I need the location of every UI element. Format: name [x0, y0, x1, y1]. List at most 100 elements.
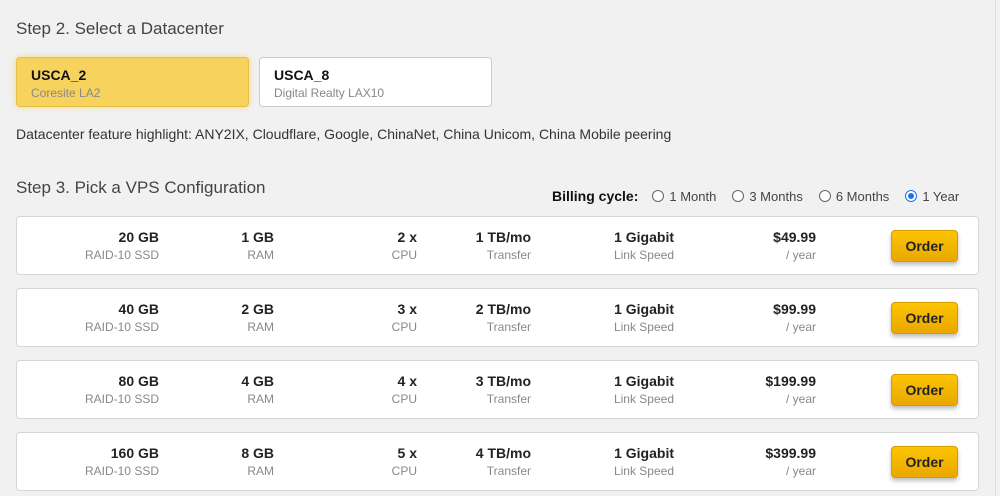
price-value: $49.99: [773, 229, 816, 245]
cpu-value: 4 x: [397, 373, 417, 389]
option-label: 6 Months: [835, 188, 890, 204]
transfer-label: Transfer: [486, 392, 531, 406]
storage-value: 80 GB: [118, 373, 159, 389]
price-value: $199.99: [765, 373, 816, 389]
plan-cpu: 3 x CPU: [392, 301, 417, 334]
step2-title: Step 2. Select a Datacenter: [16, 19, 224, 38]
storage-value: 40 GB: [118, 301, 159, 317]
price-label: / year: [785, 392, 816, 406]
price-label: / year: [785, 320, 816, 334]
plan-transfer: 2 TB/mo Transfer: [476, 301, 531, 334]
ram-value: 2 GB: [241, 301, 274, 317]
plan-row: 80 GB RAID-10 SSD 4 GB RAM 4 x CPU 3 TB/mo Tran…: [16, 360, 979, 419]
plan-link: 1 Gigabit Link Speed: [614, 229, 674, 262]
ram-label: RAM: [247, 320, 274, 334]
billing-1-year[interactable]: 1 Year: [905, 189, 959, 204]
plan-ram: 1 GB RAM: [241, 229, 274, 262]
plan-price: $199.99 / year: [765, 373, 816, 406]
link-label: Link Speed: [613, 464, 674, 478]
storage-label: RAID-10 SSD: [84, 392, 159, 406]
plan-storage: 160 GB RAID-10 SSD: [85, 445, 159, 478]
order-button[interactable]: Order: [891, 302, 958, 334]
plan-ram: 2 GB RAM: [241, 301, 274, 334]
transfer-value: 3 TB/mo: [475, 373, 531, 389]
storage-value: 160 GB: [110, 445, 159, 461]
storage-label: RAID-10 SSD: [84, 248, 159, 262]
link-value: 1 Gigabit: [614, 445, 674, 461]
ram-value: 1 GB: [241, 229, 274, 245]
datacenter-name: Coresite LA2: [31, 86, 101, 100]
option-label: 1 Month: [669, 188, 717, 204]
plan-storage: 80 GB RAID-10 SSD: [85, 373, 159, 406]
datacenter-code: USCA_2: [31, 67, 87, 83]
billing-1-month[interactable]: 1 Month: [652, 189, 716, 204]
plan-price: $399.99 / year: [765, 445, 816, 478]
cpu-value: 2 x: [397, 229, 417, 245]
plan-cpu: 4 x CPU: [392, 373, 417, 406]
radio-icon[interactable]: [818, 190, 831, 202]
price-label: / year: [785, 464, 816, 478]
plan-ram: 8 GB RAM: [241, 445, 274, 478]
datacenter-usca2[interactable]: USCA_2 Coresite LA2: [16, 57, 249, 107]
plan-transfer: 4 TB/mo Transfer: [476, 445, 531, 478]
option-label: 1 Year: [922, 188, 960, 204]
plan-row: 160 GB RAID-10 SSD 8 GB RAM 5 x CPU 4 TB/mo Tra…: [16, 432, 979, 491]
plan-link: 1 Gigabit Link Speed: [614, 373, 674, 406]
cpu-label: CPU: [391, 320, 417, 334]
plan-link: 1 Gigabit Link Speed: [614, 301, 674, 334]
order-button[interactable]: Order: [891, 230, 958, 262]
datacenter-name: Digital Realty LAX10: [274, 86, 385, 100]
storage-value: 20 GB: [118, 229, 159, 245]
order-button[interactable]: Order: [891, 374, 958, 406]
plan-price: $49.99 / year: [773, 229, 816, 262]
price-value: $399.99: [765, 445, 816, 461]
plan-link: 1 Gigabit Link Speed: [614, 445, 674, 478]
datacenter-usca8[interactable]: USCA_8 Digital Realty LAX10: [259, 57, 492, 107]
plan-transfer: 1 TB/mo Transfer: [476, 229, 531, 262]
link-value: 1 Gigabit: [614, 229, 674, 245]
option-label: 3 Months: [749, 188, 803, 204]
transfer-value: 4 TB/mo: [475, 445, 531, 461]
link-label: Link Speed: [613, 320, 674, 334]
plan-storage: 40 GB RAID-10 SSD: [85, 301, 159, 334]
cpu-label: CPU: [391, 464, 417, 478]
plan-transfer: 3 TB/mo Transfer: [476, 373, 531, 406]
billing-cycle: Billing cycle: 1 Month 3 Months 6 Months…: [552, 188, 975, 204]
datacenter-code: USCA_8: [274, 67, 330, 83]
ram-label: RAM: [247, 248, 274, 262]
ram-label: RAM: [247, 464, 274, 478]
billing-3-months[interactable]: 3 Months: [732, 188, 803, 204]
transfer-label: Transfer: [486, 464, 531, 478]
plan-cpu: 2 x CPU: [392, 229, 417, 262]
price-value: $99.99: [773, 301, 816, 317]
radio-icon[interactable]: [732, 190, 745, 202]
plan-row: 20 GB RAID-10 SSD 1 GB RAM 2 x CPU 1 TB/mo Tran…: [16, 216, 979, 275]
storage-label: RAID-10 SSD: [84, 320, 159, 334]
datacenter-feature: Datacenter feature highlight: ANY2IX, Cl…: [16, 126, 672, 142]
step3-title: Step 3. Pick a VPS Configuration: [16, 178, 266, 197]
ram-value: 4 GB: [241, 373, 274, 389]
link-label: Link Speed: [613, 248, 674, 262]
transfer-label: Transfer: [486, 248, 531, 262]
billing-label: Billing cycle:: [552, 188, 639, 204]
link-value: 1 Gigabit: [614, 301, 674, 317]
plan-row: 40 GB RAID-10 SSD 2 GB RAM 3 x CPU 2 TB/mo Tran…: [16, 288, 979, 347]
cpu-value: 3 x: [397, 301, 417, 317]
transfer-value: 2 TB/mo: [475, 301, 531, 317]
billing-6-months[interactable]: 6 Months: [818, 188, 890, 204]
ram-value: 8 GB: [241, 445, 274, 461]
cpu-label: CPU: [391, 248, 417, 262]
radio-selected-icon[interactable]: [905, 190, 918, 202]
link-value: 1 Gigabit: [614, 373, 674, 389]
transfer-label: Transfer: [486, 320, 531, 334]
plan-price: $99.99 / year: [773, 301, 816, 334]
plan-cpu: 5 x CPU: [392, 445, 417, 478]
plan-ram: 4 GB RAM: [241, 373, 274, 406]
price-label: / year: [785, 248, 816, 262]
cpu-label: CPU: [391, 392, 417, 406]
order-button[interactable]: Order: [891, 446, 958, 478]
radio-icon[interactable]: [652, 190, 665, 202]
plan-storage: 20 GB RAID-10 SSD: [85, 229, 159, 262]
storage-label: RAID-10 SSD: [84, 464, 159, 478]
link-label: Link Speed: [613, 392, 674, 406]
